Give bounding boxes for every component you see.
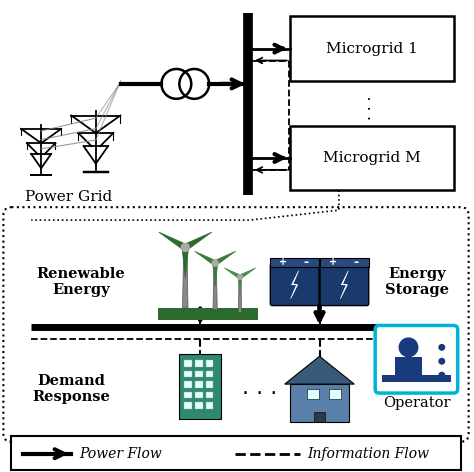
Circle shape: [212, 260, 219, 267]
Polygon shape: [238, 277, 242, 312]
FancyBboxPatch shape: [206, 371, 213, 377]
Text: · · ·: · · ·: [364, 95, 379, 120]
FancyBboxPatch shape: [11, 436, 461, 470]
Text: Demand
Response: Demand Response: [32, 374, 110, 404]
FancyBboxPatch shape: [375, 326, 458, 393]
Text: Power Flow: Power Flow: [79, 447, 162, 461]
Polygon shape: [340, 271, 348, 299]
FancyBboxPatch shape: [290, 126, 454, 190]
FancyBboxPatch shape: [290, 17, 454, 81]
Polygon shape: [183, 232, 212, 250]
FancyBboxPatch shape: [195, 360, 202, 367]
FancyBboxPatch shape: [184, 392, 192, 398]
FancyBboxPatch shape: [270, 258, 319, 267]
Polygon shape: [213, 263, 218, 287]
FancyBboxPatch shape: [158, 308, 258, 320]
Text: -: -: [303, 256, 309, 269]
FancyBboxPatch shape: [320, 264, 369, 305]
FancyBboxPatch shape: [307, 389, 319, 399]
Polygon shape: [285, 356, 354, 384]
FancyBboxPatch shape: [184, 371, 192, 377]
Text: -: -: [353, 256, 358, 269]
Text: Microgrid M: Microgrid M: [323, 151, 420, 165]
FancyBboxPatch shape: [184, 403, 192, 409]
Circle shape: [438, 371, 445, 379]
FancyBboxPatch shape: [184, 381, 192, 388]
Text: +: +: [279, 257, 288, 267]
FancyBboxPatch shape: [206, 403, 213, 409]
FancyBboxPatch shape: [195, 381, 202, 388]
Circle shape: [181, 243, 190, 252]
FancyBboxPatch shape: [206, 360, 213, 367]
Text: Information Flow: Information Flow: [308, 447, 429, 461]
Polygon shape: [182, 247, 189, 278]
Text: Microgrid 1: Microgrid 1: [326, 42, 418, 56]
Polygon shape: [238, 277, 242, 295]
Circle shape: [399, 337, 419, 357]
Polygon shape: [213, 263, 217, 310]
Polygon shape: [239, 268, 255, 278]
FancyBboxPatch shape: [206, 381, 213, 388]
Polygon shape: [182, 247, 188, 308]
FancyBboxPatch shape: [394, 357, 422, 379]
Text: Power Grid: Power Grid: [26, 190, 113, 204]
FancyBboxPatch shape: [329, 389, 341, 399]
FancyBboxPatch shape: [206, 392, 213, 398]
Text: · · ·: · · ·: [242, 384, 277, 404]
FancyBboxPatch shape: [195, 392, 202, 398]
FancyBboxPatch shape: [184, 360, 192, 367]
Text: Energy
Storage: Energy Storage: [385, 267, 449, 297]
FancyBboxPatch shape: [382, 375, 451, 382]
Polygon shape: [195, 251, 217, 265]
FancyBboxPatch shape: [3, 207, 469, 442]
Polygon shape: [159, 232, 187, 250]
FancyBboxPatch shape: [179, 354, 221, 419]
Text: Operator: Operator: [383, 396, 450, 410]
Circle shape: [438, 358, 445, 365]
FancyBboxPatch shape: [195, 403, 202, 409]
FancyBboxPatch shape: [320, 258, 369, 267]
FancyBboxPatch shape: [270, 264, 319, 305]
Polygon shape: [224, 268, 241, 278]
Circle shape: [237, 274, 243, 279]
Polygon shape: [214, 251, 236, 265]
Text: +: +: [329, 257, 337, 267]
FancyBboxPatch shape: [313, 412, 326, 422]
Polygon shape: [291, 271, 299, 299]
Circle shape: [438, 344, 445, 351]
Text: Renewable
Energy: Renewable Energy: [36, 267, 125, 297]
FancyBboxPatch shape: [195, 371, 202, 377]
FancyBboxPatch shape: [290, 384, 349, 422]
